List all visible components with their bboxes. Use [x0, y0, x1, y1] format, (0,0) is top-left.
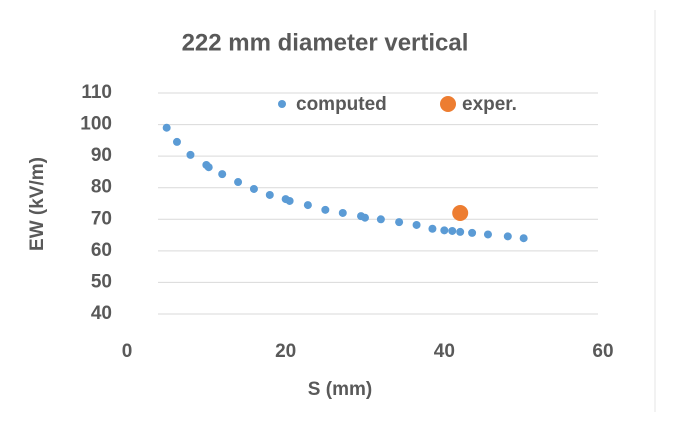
y-axis-label: EW (kV/m) [27, 157, 48, 251]
point [234, 178, 243, 187]
point [483, 230, 492, 239]
point [172, 137, 181, 146]
legend-marker [278, 100, 286, 108]
point [440, 226, 449, 235]
point [452, 204, 469, 221]
point [412, 220, 421, 229]
x-tick-label: 40 [434, 341, 455, 362]
point [428, 224, 437, 233]
point [519, 234, 528, 243]
point [218, 170, 227, 179]
y-tick-label: 60 [91, 240, 112, 261]
point [338, 208, 347, 217]
point [448, 226, 457, 235]
legend-marker [440, 96, 456, 112]
point [361, 213, 369, 222]
point [456, 227, 465, 236]
point [503, 232, 512, 241]
y-tick-label: 100 [80, 114, 112, 135]
y-tick-label: 110 [81, 82, 112, 103]
x-tick-label: 0 [122, 341, 133, 362]
x-axis-label: S (mm) [308, 379, 372, 400]
x-tick-label: 60 [592, 341, 613, 362]
point [395, 218, 404, 227]
x-tick-label: 20 [275, 341, 296, 362]
y-tick-label: 70 [91, 208, 112, 229]
point [303, 201, 312, 210]
y-tick-label: 80 [91, 177, 112, 198]
point [468, 228, 477, 237]
legend-label: exper. [462, 94, 517, 115]
point [265, 190, 274, 199]
point [321, 205, 330, 214]
point [186, 150, 195, 159]
y-tick-label: 50 [91, 271, 112, 292]
chart-title: 222 mm diameter vertical [182, 29, 469, 56]
y-tick-label: 40 [91, 303, 112, 324]
point [162, 123, 171, 132]
legend-label: computed [296, 94, 387, 115]
point [204, 163, 213, 172]
y-tick-label: 90 [91, 145, 112, 166]
point [285, 196, 294, 205]
point [249, 184, 258, 193]
point [376, 215, 385, 224]
